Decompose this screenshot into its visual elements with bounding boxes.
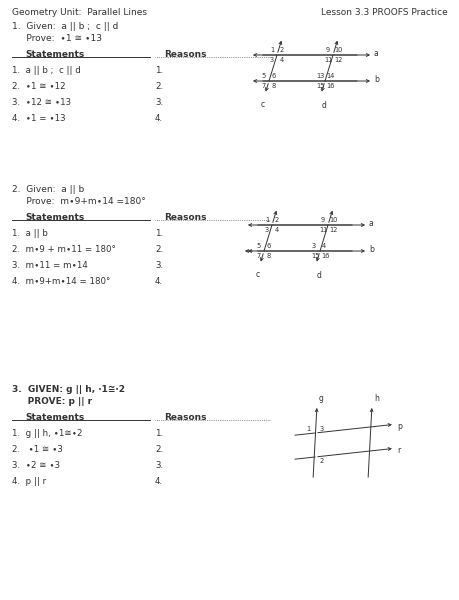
Text: 16: 16: [325, 83, 333, 89]
Text: 2.: 2.: [155, 245, 163, 254]
Text: 1: 1: [264, 217, 269, 223]
Text: 2.   ∙1 ≅ ∙3: 2. ∙1 ≅ ∙3: [12, 445, 63, 454]
Text: 1: 1: [305, 426, 309, 432]
Text: b: b: [373, 74, 378, 83]
Text: 1.  a || b: 1. a || b: [12, 229, 48, 238]
Text: Statements: Statements: [25, 413, 84, 422]
Text: a: a: [373, 49, 378, 58]
Text: 8: 8: [266, 253, 270, 259]
Text: 5: 5: [256, 243, 261, 249]
Text: 2.  ∙1 ≅ ∙12: 2. ∙1 ≅ ∙12: [12, 82, 66, 91]
Text: 4.  m∙9+m∙14 = 180°: 4. m∙9+m∙14 = 180°: [12, 277, 110, 286]
Text: Statements: Statements: [25, 50, 84, 59]
Text: 3: 3: [311, 243, 315, 249]
Text: 15: 15: [315, 83, 324, 89]
Text: 4.  ∙1 = ∙13: 4. ∙1 = ∙13: [12, 114, 66, 123]
Text: 1.: 1.: [155, 229, 163, 238]
Text: b: b: [368, 245, 373, 253]
Text: 4: 4: [321, 243, 325, 249]
Text: h: h: [373, 394, 378, 403]
Text: 1.  Given:  a || b ;  c || d: 1. Given: a || b ; c || d: [12, 22, 118, 31]
Text: Statements: Statements: [25, 213, 84, 222]
Text: Reasons: Reasons: [163, 413, 206, 422]
Text: 10: 10: [328, 217, 336, 223]
Text: 3: 3: [319, 426, 323, 432]
Text: 8: 8: [271, 83, 275, 89]
Text: 4.  p || r: 4. p || r: [12, 477, 46, 486]
Text: 4.: 4.: [155, 477, 163, 486]
Text: 3.: 3.: [155, 461, 163, 470]
Text: 1.  g || h, ∙1≅∙2: 1. g || h, ∙1≅∙2: [12, 429, 82, 438]
Text: c: c: [260, 100, 264, 109]
Text: 3.  ∙2 ≅ ∙3: 3. ∙2 ≅ ∙3: [12, 461, 60, 470]
Text: 13: 13: [315, 73, 324, 79]
Text: 2: 2: [274, 217, 279, 223]
Text: 12: 12: [328, 227, 336, 233]
Text: 12: 12: [333, 57, 341, 63]
Text: 11: 11: [318, 227, 326, 233]
Text: 4.: 4.: [155, 277, 163, 286]
Text: 7: 7: [256, 253, 261, 259]
Text: a: a: [368, 218, 373, 227]
Text: p: p: [396, 422, 401, 431]
Text: Prove:  m∙9+m∙14 =180°: Prove: m∙9+m∙14 =180°: [12, 197, 146, 206]
Text: c: c: [255, 271, 259, 280]
Text: 2: 2: [319, 458, 324, 464]
Text: 2.: 2.: [155, 82, 163, 91]
Text: 3.  ∙12 ≅ ∙13: 3. ∙12 ≅ ∙13: [12, 98, 71, 107]
Text: Geometry Unit:  Parallel Lines: Geometry Unit: Parallel Lines: [12, 8, 147, 17]
Text: 11: 11: [323, 57, 331, 63]
Text: 15: 15: [310, 253, 319, 259]
Text: 3.: 3.: [155, 261, 163, 270]
Text: 6: 6: [271, 73, 275, 79]
Text: 2.: 2.: [155, 445, 163, 454]
Text: 5: 5: [261, 73, 266, 79]
Text: g: g: [318, 394, 323, 403]
Text: 10: 10: [333, 47, 341, 53]
Text: 3: 3: [264, 227, 269, 233]
Text: 1.: 1.: [155, 66, 163, 75]
Text: 16: 16: [320, 253, 329, 259]
Text: 3: 3: [269, 57, 274, 63]
Text: 4: 4: [279, 57, 284, 63]
Text: Lesson 3.3 PROOFS Practice: Lesson 3.3 PROOFS Practice: [320, 8, 447, 17]
Text: d: d: [321, 101, 326, 110]
Text: 2.  Given:  a || b: 2. Given: a || b: [12, 185, 84, 194]
Text: Reasons: Reasons: [163, 50, 206, 59]
Text: 3.  m∙11 = m∙14: 3. m∙11 = m∙14: [12, 261, 88, 270]
Text: Reasons: Reasons: [163, 213, 206, 222]
Text: 6: 6: [266, 243, 270, 249]
Text: PROVE: p || r: PROVE: p || r: [12, 397, 92, 406]
Text: Prove:  ∙1 ≅ ∙13: Prove: ∙1 ≅ ∙13: [12, 34, 102, 43]
Text: 1.: 1.: [155, 429, 163, 438]
Text: 1: 1: [269, 47, 274, 53]
Text: 3.: 3.: [155, 98, 163, 107]
Text: 4.: 4.: [155, 114, 163, 123]
Text: r: r: [396, 446, 399, 455]
Text: 7: 7: [261, 83, 266, 89]
Text: 9: 9: [320, 217, 325, 223]
Text: 2.  m∙9 + m∙11 = 180°: 2. m∙9 + m∙11 = 180°: [12, 245, 116, 254]
Text: 3.  GIVEN: g || h, ∙1≅∙2: 3. GIVEN: g || h, ∙1≅∙2: [12, 385, 125, 394]
Text: 4: 4: [274, 227, 279, 233]
Text: 9: 9: [325, 47, 330, 53]
Text: d: d: [316, 271, 321, 280]
Text: 14: 14: [325, 73, 333, 79]
Text: 2: 2: [279, 47, 284, 53]
Text: 1.  a || b ;  c || d: 1. a || b ; c || d: [12, 66, 81, 75]
